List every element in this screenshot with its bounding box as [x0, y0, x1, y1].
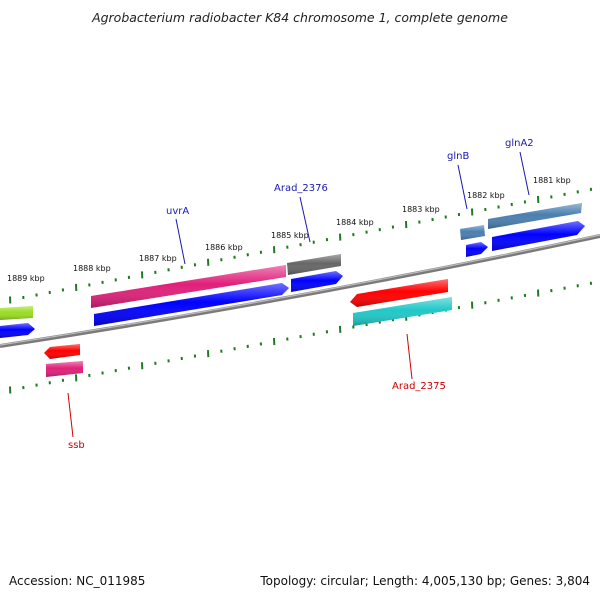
scale-label: 1882 kbp	[467, 191, 505, 200]
scale-label: 1886 kbp	[205, 243, 243, 252]
scale-label: 1887 kbp	[139, 254, 177, 263]
gene-label-leader	[406, 333, 413, 380]
gene-label-leader	[175, 218, 186, 265]
Arad_2376-cds-shading	[291, 271, 343, 292]
gene-label-leader	[519, 151, 530, 196]
glnB-cds-shading	[466, 242, 488, 257]
Arad_2375-cds-shading	[350, 279, 448, 307]
scale-label: 1889 kbp	[7, 274, 45, 283]
feature-layer	[0, 196, 600, 377]
gene-label: Arad_2376	[274, 183, 328, 194]
gene-label: uvrA	[166, 206, 189, 217]
glnB-gene-shading	[460, 225, 485, 240]
scale-label: 1883 kbp	[402, 205, 440, 214]
ssb-gene-shading	[46, 361, 83, 377]
gene-label: Arad_2375	[392, 381, 446, 392]
scale-label: 1881 kbp	[533, 176, 571, 185]
gene-label: ssb	[68, 440, 85, 451]
feature-right-edge-gray-shading	[591, 196, 600, 211]
uvrA-cds-shading	[94, 283, 289, 326]
scale-label: 1888 kbp	[73, 264, 111, 273]
Arad_2376-gene-shading	[287, 254, 341, 275]
gene-label-leader	[299, 196, 311, 243]
accession-text: Accession: NC_011985	[9, 574, 146, 588]
gene-label: glnB	[447, 151, 469, 162]
gene-label: glnA2	[505, 138, 534, 149]
scale-label: 1885 kbp	[271, 231, 309, 240]
topology-summary: Topology: circular; Length: 4,005,130 bp…	[260, 574, 590, 588]
genome-backbone	[0, 234, 600, 348]
map-title: Agrobacterium radiobacter K84 chromosome…	[92, 10, 508, 25]
glnA2-cds-shading	[492, 221, 585, 251]
scale-labels: 1881 kbp 1882 kbp 1883 kbp 1884 kbp 1885 kbp…	[7, 176, 571, 283]
scale-label: 1884 kbp	[336, 218, 374, 227]
Arad_2375-gene-shading	[353, 297, 452, 326]
gene-label-leader	[67, 392, 74, 438]
gene-label-leader	[457, 164, 468, 210]
ssb-cds-shading	[44, 344, 80, 359]
forward-scale-ticks	[9, 187, 593, 304]
feature-right-edge-gray	[591, 196, 600, 211]
left-edge-gene-shading	[0, 306, 33, 320]
genome-backbone-highlight	[0, 234, 600, 346]
glnA2-gene-shading	[488, 203, 582, 229]
left-edge-cds-shading	[0, 323, 35, 338]
uvrA-gene-shading	[91, 265, 286, 308]
